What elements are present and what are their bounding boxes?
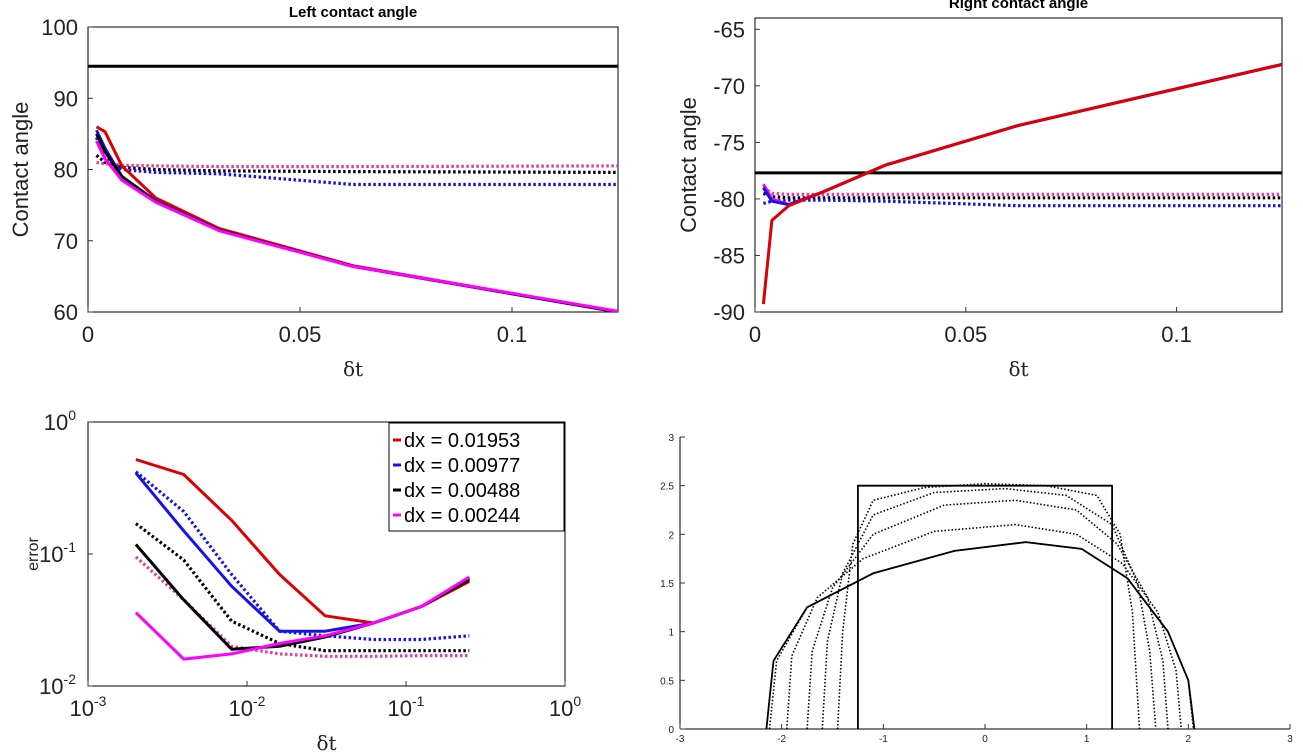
legend-label: dx = 0.00244	[404, 505, 520, 527]
x-tick-label: 0	[982, 734, 988, 745]
chart-title: Right contact angle	[949, 0, 1088, 12]
y-axis-label: Contact angle	[8, 102, 33, 238]
series-line-black-dotted	[821, 487, 1157, 729]
series-line-red-solid	[95, 125, 618, 312]
series-line-black-dotted	[806, 499, 1169, 729]
series-line-pink_dotted-dotted	[96, 160, 618, 169]
x-tick-label: -1	[879, 734, 888, 745]
y-tick-label: 0.5	[660, 676, 674, 687]
x-axis-label: δt	[343, 357, 363, 381]
chart-shapes: -3 -2 -1 0 1 2 3 0 0.5 1 1.5 2 2.5 3	[660, 433, 1293, 745]
y-tick-label: -75	[713, 130, 745, 155]
series-line-black-solid	[857, 484, 1113, 729]
x-tick-label: 10-1	[388, 693, 425, 721]
series-line-black-dotted	[134, 522, 470, 653]
y-tick-label: 1.5	[660, 579, 674, 590]
plot-frame	[87, 26, 619, 313]
x-axis-label: δt	[1008, 357, 1028, 381]
y-tick-base: 10	[39, 542, 63, 567]
y-tick-label: 100	[44, 407, 76, 435]
x-tick-base: 10	[70, 696, 94, 721]
y-tick-label: 2	[668, 530, 674, 541]
y-tick-label: -65	[713, 17, 745, 42]
x-tick-label: 0.1	[497, 322, 528, 347]
y-tick-label: 3	[668, 433, 674, 444]
x-tick-label: 1	[1084, 734, 1090, 745]
y-tick-label: 1	[668, 628, 674, 639]
series-line-black-solid	[765, 541, 1196, 729]
series-line-pink_dotted-dotted	[762, 186, 1282, 196]
series-group	[88, 64, 618, 312]
y-tick-base: 10	[39, 674, 63, 699]
series-group	[134, 458, 471, 661]
y-tick-label: 2.5	[660, 482, 674, 493]
y-tick-label: 10-1	[39, 539, 76, 567]
x-tick-label: 0	[82, 322, 94, 347]
x-tick-label: 10-2	[229, 693, 266, 721]
series-line-black-solid	[95, 133, 618, 312]
series-line-blue-dotted	[762, 198, 1282, 208]
x-tick-label: 2	[1186, 734, 1192, 745]
legend-box	[388, 422, 565, 532]
series-line-blue-dotted	[134, 470, 470, 642]
y-tick-label: -85	[713, 243, 745, 268]
legend: dx = 0.01953 dx = 0.00977 dx = 0.00488 dx =…	[388, 422, 565, 532]
series-group	[755, 62, 1282, 305]
series-line-black-dotted	[95, 154, 618, 174]
x-tick-label: 3	[1287, 734, 1293, 745]
x-tick-label: 0.05	[279, 322, 322, 347]
series-line-blue-dotted	[95, 136, 618, 187]
y-tick-label: 10-2	[39, 671, 76, 699]
x-tick-exponent: 0	[573, 693, 581, 709]
y-tick-exponent: 0	[68, 407, 76, 423]
legend-label: dx = 0.00977	[404, 455, 520, 477]
x-tick-label: 0.05	[944, 322, 987, 347]
x-tick-label: 100	[549, 693, 581, 721]
y-tick-label: -70	[713, 74, 745, 99]
chart-left: 0 0.05 0.1 60 70 80 90 100 Left contact angle δt C…	[8, 4, 619, 381]
y-tick-label: 0	[668, 725, 674, 736]
series-line-black-dotted	[762, 191, 1282, 200]
series-line-blue-solid	[95, 129, 618, 312]
series-line-red-solid	[761, 62, 1282, 305]
x-tick-label: -2	[777, 734, 786, 745]
y-tick-label: -90	[713, 300, 745, 325]
legend-label: dx = 0.00488	[404, 480, 520, 502]
x-tick-exponent: -2	[253, 693, 266, 709]
x-tick-base: 10	[229, 696, 253, 721]
x-tick-exponent: -3	[94, 693, 107, 709]
chart-title: Left contact angle	[289, 4, 417, 21]
y-tick-label: 60	[54, 300, 78, 325]
x-tick-label: 0.1	[1161, 322, 1192, 347]
chart-right: 0 0.05 0.1 -90 -85 -80 -75 -70 -65 Right contact …	[676, 0, 1283, 381]
series-line-magenta-solid	[134, 575, 471, 661]
plot-frame	[754, 17, 1283, 313]
x-tick-base: 10	[549, 696, 573, 721]
legend-label: dx = 0.01953	[404, 430, 520, 452]
x-tick-label: 10-3	[70, 693, 107, 721]
series-line-black-dotted	[768, 541, 1195, 729]
x-tick-label: -3	[676, 734, 685, 745]
y-tick-label: -80	[713, 187, 745, 212]
x-tick-exponent: -1	[412, 693, 425, 709]
y-tick-base: 10	[44, 410, 68, 435]
x-tick-label: 0	[749, 322, 761, 347]
x-tick-base: 10	[388, 696, 412, 721]
y-tick-label: 90	[54, 86, 78, 111]
x-axis-label: δt	[316, 731, 336, 754]
series-line-magenta-solid	[95, 140, 618, 312]
series-line-black-dotted	[786, 523, 1182, 729]
y-tick-label: 70	[54, 229, 78, 254]
y-tick-label: 100	[41, 15, 78, 40]
series-group	[765, 482, 1196, 729]
y-tick-exponent: -1	[64, 539, 77, 555]
y-tick-label: 80	[54, 158, 78, 183]
y-axis-label: Contact angle	[676, 97, 701, 233]
y-axis-label: error	[25, 536, 42, 570]
series-line-black-dotted	[836, 482, 1141, 729]
y-tick-exponent: -2	[64, 671, 77, 687]
